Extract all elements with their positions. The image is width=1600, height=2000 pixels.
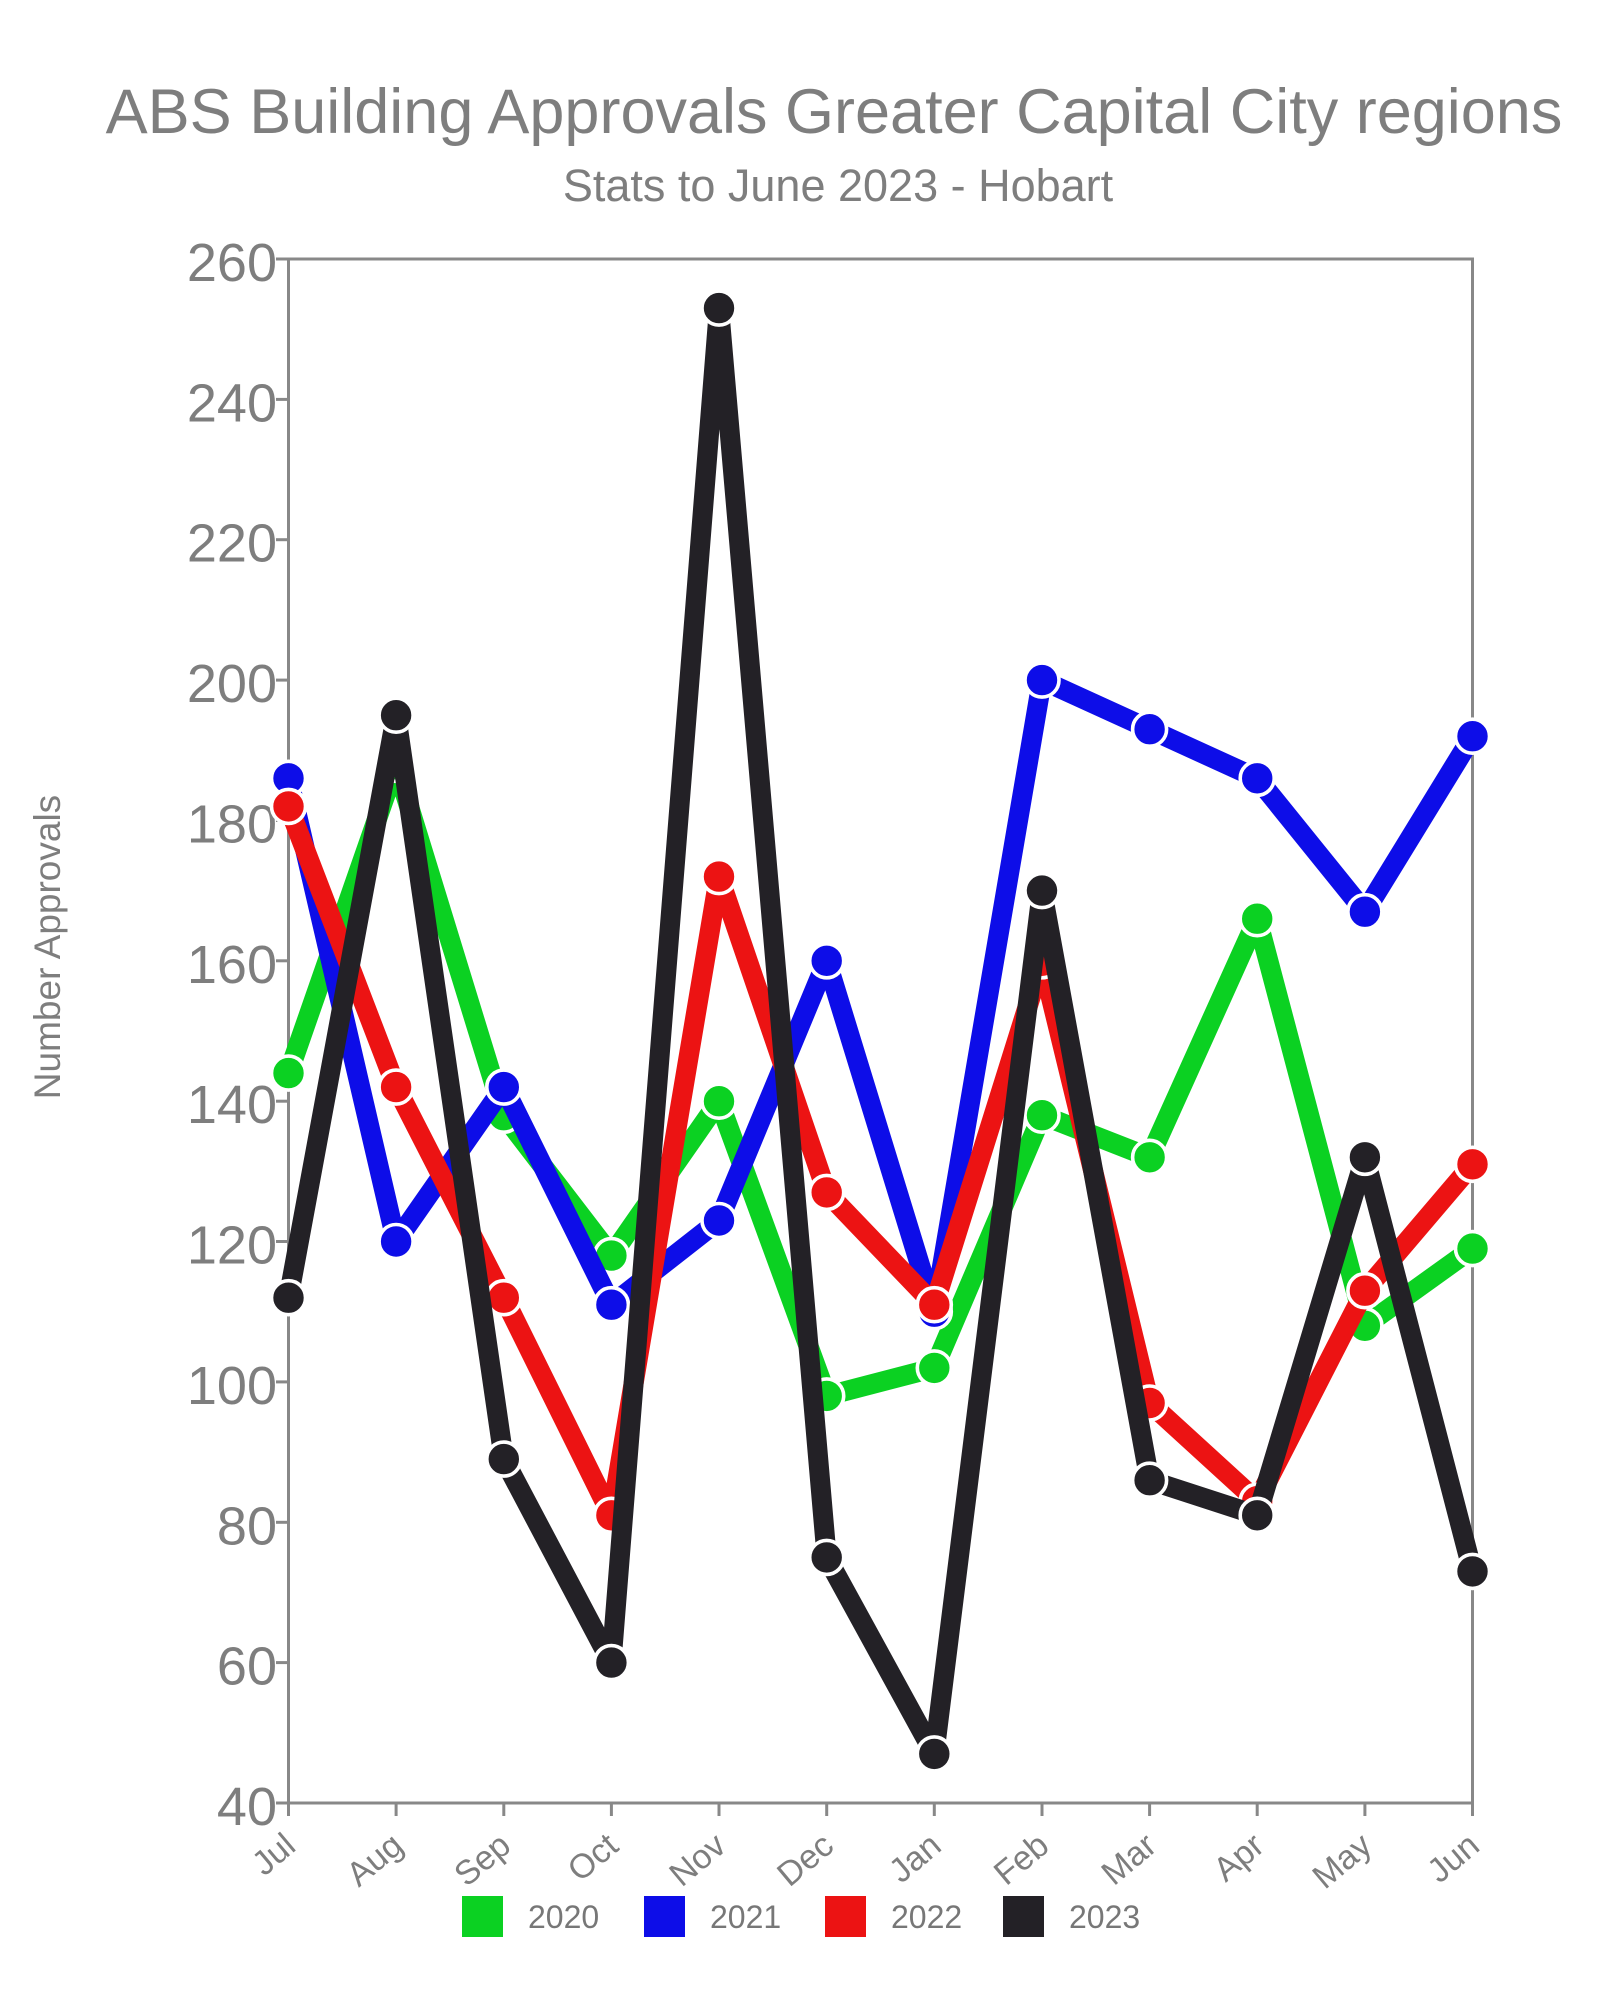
svg-text:180: 180 <box>187 795 277 855</box>
svg-text:160: 160 <box>187 935 277 995</box>
svg-text:200: 200 <box>187 654 277 714</box>
svg-text:Stats to June 2023 - Hobart: Stats to June 2023 - Hobart <box>563 160 1114 211</box>
svg-text:2022: 2022 <box>891 1899 962 1935</box>
svg-text:2021: 2021 <box>710 1899 781 1935</box>
svg-text:ABS Building Approvals Greater: ABS Building Approvals Greater Capital C… <box>106 77 1563 147</box>
svg-text:Number Approvals: Number Approvals <box>27 795 68 1099</box>
svg-text:120: 120 <box>187 1216 277 1276</box>
svg-text:2020: 2020 <box>528 1899 599 1935</box>
svg-text:240: 240 <box>187 373 277 433</box>
svg-text:60: 60 <box>217 1637 277 1697</box>
svg-text:220: 220 <box>187 514 277 574</box>
svg-text:100: 100 <box>187 1356 277 1416</box>
svg-text:40: 40 <box>217 1777 277 1837</box>
svg-text:140: 140 <box>187 1075 277 1135</box>
svg-text:80: 80 <box>217 1496 277 1556</box>
svg-text:260: 260 <box>187 233 277 293</box>
svg-text:2023: 2023 <box>1069 1899 1140 1935</box>
